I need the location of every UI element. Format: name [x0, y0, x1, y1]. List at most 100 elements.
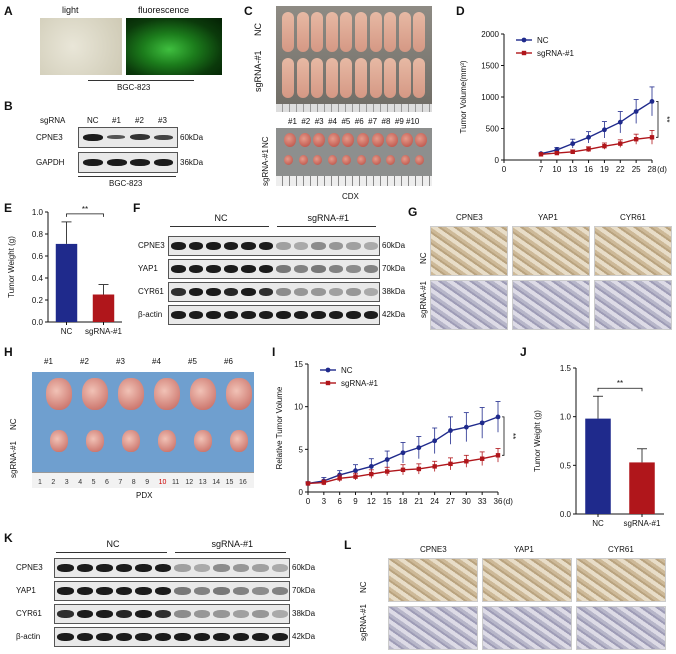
group-bracket-nc	[170, 226, 269, 227]
x-tick-label: sgRNA-#1	[624, 519, 661, 528]
significance-stars: **	[508, 433, 517, 439]
tumor	[313, 155, 323, 165]
tumor	[386, 155, 396, 165]
blot-cpne3	[168, 236, 380, 256]
tumor	[371, 133, 384, 147]
cell-line-label: BGC-823	[109, 179, 143, 188]
y-tick-label: 0.0	[32, 318, 44, 327]
blot-cpne3	[78, 127, 178, 148]
lane-3: #3	[158, 116, 167, 125]
pdx-caption: PDX	[136, 491, 153, 500]
ihc-image	[482, 606, 572, 650]
ihc-staining-pdx: CPNE3 YAP1 CYR61 NC sgRNA-#1	[356, 540, 674, 654]
x-tick-label: 28	[648, 165, 657, 174]
ruler-number: 8	[131, 479, 136, 486]
tumor	[342, 133, 355, 147]
tumor-num: #3	[116, 357, 125, 366]
cdx-caption: CDX	[342, 192, 359, 201]
row-label-cpne3: CPNE3	[138, 241, 165, 250]
y-tick-label: 0	[299, 488, 304, 497]
ihc-col-label: YAP1	[514, 545, 534, 554]
size-label: 42kDa	[292, 632, 316, 641]
ruler-number: 4	[78, 479, 83, 486]
data-point-sgrna	[586, 147, 591, 152]
panel-label-h: H	[4, 345, 13, 359]
x-tick-label: sgRNA-#1	[85, 327, 122, 336]
tumor-weight-chart-cdx: 0.0 0.2 0.4 0.6 0.8 1.0 Tumor Weight (g) NC sgRN…	[7, 206, 123, 336]
tumor-weight-chart-pdx: 0.0 0.5 1.0 1.5 Tumor Weight (g) NC sgRNA-#1 **	[533, 364, 664, 528]
legend-label: NC	[537, 36, 549, 45]
tumor	[313, 133, 326, 147]
panel-label-d: D	[456, 4, 465, 18]
y-tick-label: 0	[495, 156, 500, 165]
tumor	[415, 133, 428, 147]
mouse	[311, 58, 324, 98]
lane-2: #2	[135, 116, 144, 125]
tumor-numbers: #1 #2 #3 #4 #5 #6 #7 #8 #9 #10	[288, 117, 420, 126]
ihc-col-label: CPNE3	[420, 545, 447, 554]
data-point-nc	[400, 450, 406, 456]
x-tick-label: 10	[552, 165, 561, 174]
legend-marker-sgrna	[521, 50, 527, 56]
y-axis-label: Tumor Volume(mm³)	[459, 60, 468, 133]
data-point-nc	[649, 99, 655, 104]
size-label: 38kDa	[292, 609, 316, 618]
ihc-row-label: sgRNA-#1	[419, 281, 428, 318]
data-point-sgrna	[570, 149, 575, 155]
mouse	[398, 58, 411, 98]
x-tick-label: 16	[584, 165, 593, 174]
ihc-image	[512, 226, 590, 276]
mouse	[311, 12, 324, 52]
row-label-actin: β-actin	[138, 310, 163, 319]
mouse	[413, 12, 426, 52]
tumor	[190, 378, 216, 410]
tumor-num: #2	[80, 357, 89, 366]
x-tick-label: 0	[306, 497, 311, 506]
x-tick-label: 7	[539, 165, 544, 174]
data-point-sgrna	[369, 471, 374, 477]
tumor	[86, 430, 104, 452]
tumor	[226, 378, 252, 410]
x-tick-label: 3	[322, 497, 327, 506]
ruler-number: 1	[38, 479, 42, 486]
ihc-col-label: YAP1	[538, 213, 558, 222]
ihc-row-label: sgRNA-#1	[359, 604, 368, 641]
x-tick-label: 21	[414, 497, 423, 506]
group-label-nc: NC	[106, 539, 120, 549]
x-tick-label: 25	[632, 165, 641, 174]
data-point-nc	[479, 420, 485, 426]
significance-stars: **	[82, 206, 88, 214]
panel-label-j: J	[520, 345, 527, 359]
x-tick-label: 33	[478, 497, 487, 506]
data-point-sgrna	[554, 150, 560, 156]
mice-photo	[276, 6, 432, 112]
panel-label-l: L	[344, 538, 352, 552]
group-bracket	[88, 80, 194, 81]
x-tick-label: 27	[446, 497, 455, 506]
y-tick-label: 500	[486, 125, 500, 134]
y-tick-label: 0.2	[32, 296, 44, 305]
tumor-num: #4	[152, 357, 161, 366]
ihc-image	[512, 280, 590, 330]
mouse	[325, 12, 338, 52]
light-label: light	[62, 5, 79, 15]
data-point-nc	[432, 438, 438, 444]
size-label: 70kDa	[292, 586, 316, 595]
panel-label-e: E	[4, 201, 13, 215]
mouse	[282, 12, 294, 52]
size-label: 60kDa	[292, 563, 316, 572]
tumor	[118, 378, 144, 410]
lane-nc: NC	[87, 116, 99, 125]
ruler-number: 5	[91, 479, 96, 486]
ihc-image	[430, 280, 508, 330]
data-point-nc	[368, 464, 374, 469]
pdx-photo: 1 2 3 4 5 6 7 8 9 10 11 12 13 14 15 16	[32, 372, 254, 488]
tumor	[342, 155, 352, 165]
group-bracket	[78, 176, 176, 177]
data-point-sgrna	[448, 461, 453, 467]
significance-bracket	[597, 387, 643, 392]
mouse	[355, 12, 367, 52]
x-unit-label: (d)	[657, 165, 667, 174]
ihc-staining-cdx: CPNE3 YAP1 CYR61 NC sgRNA-#1	[419, 204, 676, 340]
